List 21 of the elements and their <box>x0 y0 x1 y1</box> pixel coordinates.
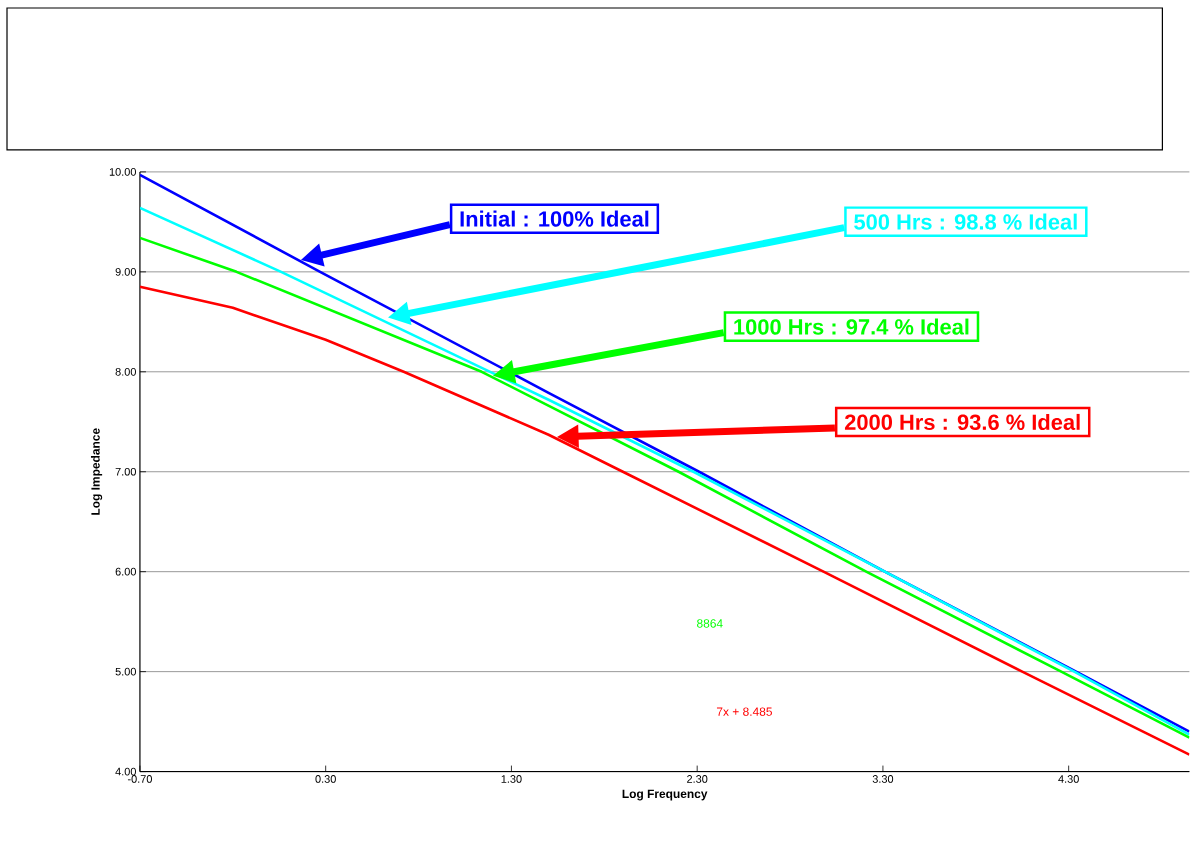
text: 2000 Hrs : 93.6 % Ideal <box>844 414 1080 431</box>
x-axis-title: Log Frequency <box>622 789 708 801</box>
x-tick-label: -0.70 <box>127 775 152 784</box>
annotation: 7x + 8.485 <box>716 707 772 717</box>
x-tick-label: 1.30 <box>501 775 522 784</box>
text: 500 Hrs : 98.8 % Ideal <box>854 213 1077 230</box>
x-tick-label: 0.30 <box>315 775 336 784</box>
x-tick-label: 3.30 <box>872 775 894 784</box>
y-tick-label: 8.00 <box>115 368 136 376</box>
y-tick-label: 6.00 <box>115 568 136 576</box>
y-axis-title: Log Impedance <box>90 428 103 515</box>
y-tick-label: 5.00 <box>115 667 136 676</box>
y-tick-label: 7.00 <box>115 468 136 476</box>
x-tick-label: 2.30 <box>687 775 708 784</box>
annotation: 8864 <box>697 619 723 628</box>
text: 1000 Hrs : 97.4 % Ideal <box>734 318 969 335</box>
y-tick-label: 10.00 <box>109 168 136 176</box>
y-tick-label: 9.00 <box>115 268 136 276</box>
y-tick-label: 4.00 <box>115 767 136 776</box>
text: Initial : 100% Ideal <box>460 210 649 227</box>
x-tick-label: 4.30 <box>1058 775 1079 784</box>
